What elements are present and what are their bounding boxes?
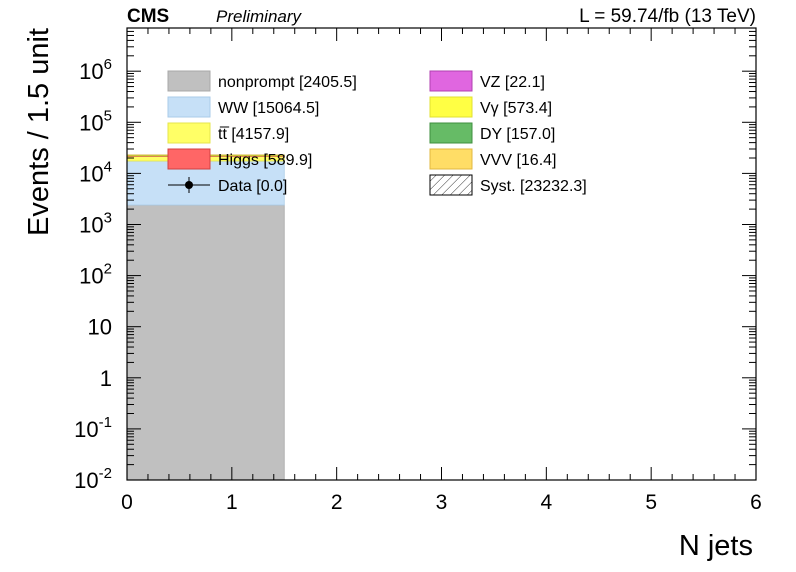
x-tick-label: 2 bbox=[331, 491, 343, 514]
legend-label-vvv: VVV [16.4] bbox=[480, 152, 557, 169]
cms-label: CMS bbox=[127, 6, 169, 27]
legend-label-v: Vγ [573.4] bbox=[480, 100, 552, 117]
legend-swatch bbox=[167, 70, 211, 92]
legend-syst-swatch bbox=[429, 174, 473, 196]
y-tick-label: 104 bbox=[79, 158, 112, 186]
stacked-bars bbox=[126, 154, 285, 481]
legend-swatch bbox=[167, 96, 211, 118]
x-tick-label: 6 bbox=[750, 491, 762, 514]
legend-label-data: Data [0.0] bbox=[218, 178, 287, 195]
y-tick-label: 105 bbox=[79, 107, 112, 135]
axis-ticks: 0 1 2 3 4 5 6 10-2 10-1 1 10 102 103 104 105 106 bbox=[74, 27, 762, 514]
x-axis-label: N jets bbox=[679, 530, 753, 562]
x-tick-label: 0 bbox=[121, 491, 133, 514]
legend-label-higgs: Higgs [589.9] bbox=[218, 152, 312, 169]
legend-swatch bbox=[429, 122, 473, 144]
y-tick-label: 1 bbox=[100, 366, 112, 391]
y-tick-label: 102 bbox=[79, 261, 112, 289]
legend-label-vz: VZ [22.1] bbox=[480, 74, 545, 91]
legend-label-nonprompt: nonprompt [2405.5] bbox=[218, 74, 357, 91]
x-tick-label: 5 bbox=[645, 491, 657, 514]
legend-swatch bbox=[167, 148, 211, 170]
x-tick-label: 1 bbox=[226, 491, 238, 514]
y-tick-label: 10 bbox=[88, 315, 112, 340]
y-tick-label: 10-2 bbox=[74, 465, 112, 493]
bar-nonprompt-bin0 bbox=[126, 204, 285, 481]
x-tick-label: 4 bbox=[540, 491, 552, 514]
legend-data-marker bbox=[185, 181, 193, 189]
y-axis-label: Events / 1.5 unit bbox=[23, 28, 55, 236]
preliminary-label: Preliminary bbox=[216, 7, 303, 26]
legend-label-ww: WW [15064.5] bbox=[218, 100, 319, 117]
legend-swatch bbox=[429, 96, 473, 118]
x-tick-label: 3 bbox=[436, 491, 448, 514]
legend-swatch bbox=[429, 70, 473, 92]
y-tick-label: 103 bbox=[79, 209, 112, 237]
y-tick-label: 106 bbox=[79, 56, 112, 84]
legend-label-syst: Syst. [23232.3] bbox=[480, 178, 587, 195]
legend: nonprompt [2405.5] VZ [22.1] WW [15064.5] V… bbox=[167, 70, 587, 196]
y-tick-label: 10-1 bbox=[74, 414, 112, 442]
legend-label-tt: tt̅ [4157.9] bbox=[218, 126, 289, 143]
legend-swatch bbox=[429, 148, 473, 170]
lumi-label: L = 59.74/fb (13 TeV) bbox=[579, 6, 756, 27]
legend-label-dy: DY [157.0] bbox=[480, 126, 555, 143]
legend-swatch bbox=[167, 122, 211, 144]
